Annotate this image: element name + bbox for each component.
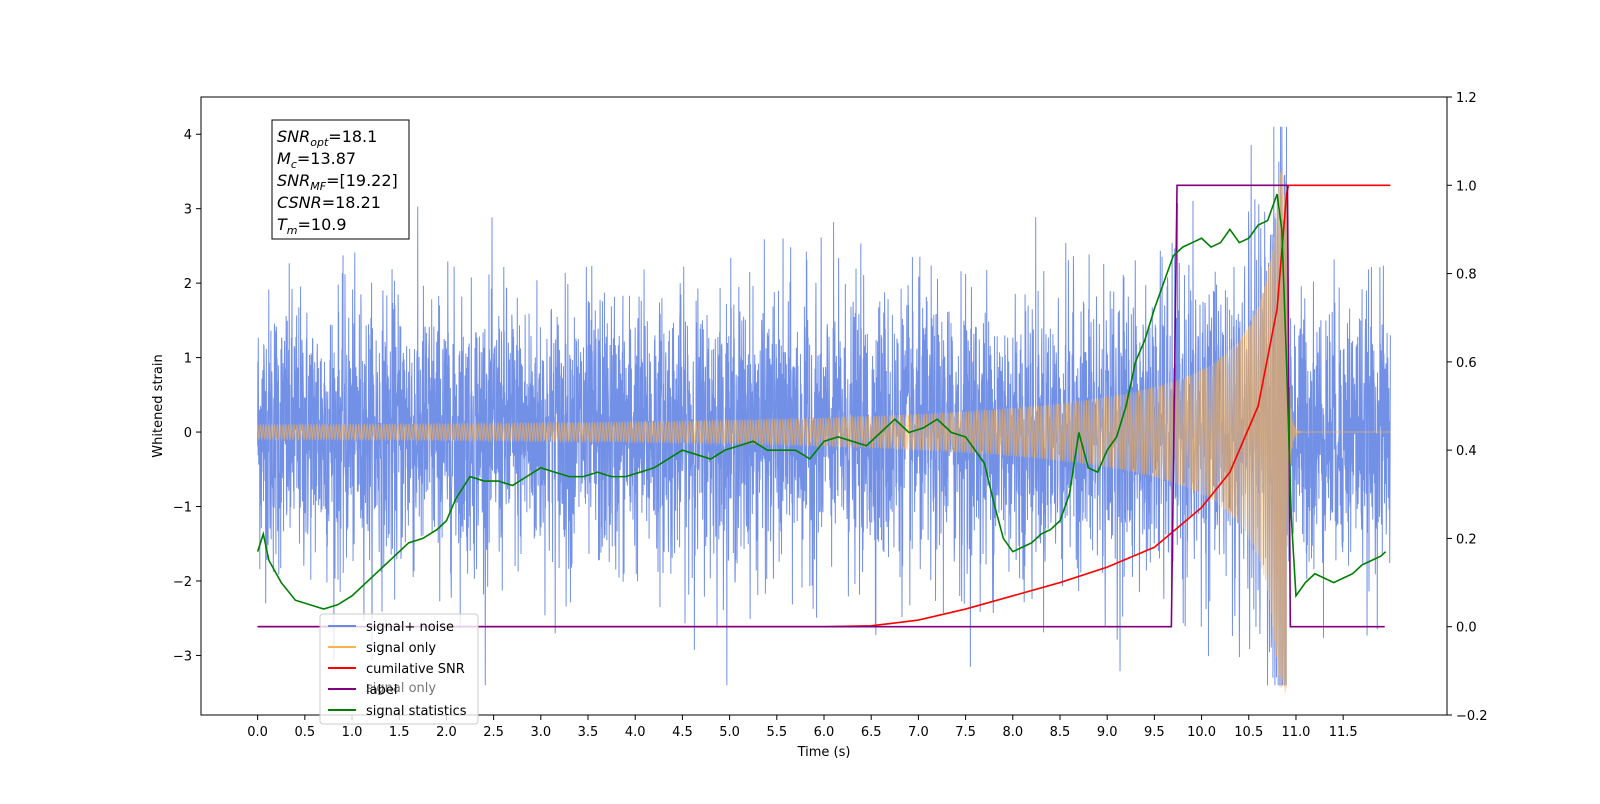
y-tick-label: 0: [184, 426, 192, 441]
legend-label: signal+ noise: [366, 620, 454, 635]
x-tick-label: 3.5: [578, 725, 599, 740]
legend-hidden-text: signal only: [366, 681, 436, 696]
x-tick-label: 11.0: [1281, 725, 1310, 740]
y-tick-label: −3: [173, 649, 192, 664]
x-tick-label: 5.5: [766, 725, 787, 740]
y2-tick-label: 0.4: [1456, 444, 1477, 459]
annotation-value: =18.21: [322, 193, 381, 212]
annotation-box: SNRopt=18.1Mc=13.87SNRMF=[19.22]CSNR=18.…: [271, 119, 410, 240]
annotation-value: =18.1: [328, 127, 377, 146]
legend: signal only signal+ noise signal only cumil…: [319, 613, 479, 725]
x-tick-label: 8.0: [1002, 725, 1023, 740]
legend-label: label: [366, 683, 397, 698]
x-axis-title: Time (s): [797, 745, 851, 760]
annotation-line: Tm=10.9: [277, 215, 347, 237]
x-tick-label: 10.0: [1187, 725, 1216, 740]
x-tick-label: 4.5: [672, 725, 693, 740]
x-tick-label: 0.0: [247, 725, 268, 740]
annotation-variable: SNR: [277, 127, 310, 146]
y2-tick-label: 1.2: [1456, 91, 1477, 106]
y-tick-label: 3: [184, 203, 192, 218]
y-tick-label: 4: [184, 128, 192, 143]
annotation-subscript: opt: [310, 136, 329, 149]
x-tick-label: 1.0: [342, 725, 363, 740]
annotation-variable: SNR: [277, 171, 310, 190]
y2-tick-label: 0.0: [1456, 621, 1477, 636]
annotation-subscript: m: [287, 224, 298, 237]
legend-label: signal only: [366, 641, 436, 656]
y2-tick-label: 1.0: [1456, 179, 1477, 194]
y2-tick-label: 0.6: [1456, 356, 1477, 371]
annotation-value: =[19.22]: [326, 171, 398, 190]
plot-area: [256, 126, 1391, 693]
annotation-value: =10.9: [298, 215, 347, 234]
legend-label: cumilative SNR: [366, 662, 465, 677]
x-tick-label: 4.0: [625, 725, 646, 740]
y-tick-label: −1: [173, 501, 192, 516]
y-tick-label: −2: [173, 575, 192, 590]
annotation-line: CSNR=18.21: [277, 193, 381, 212]
y-axis-title: Whitened strain: [151, 354, 166, 457]
legend-label: signal statistics: [366, 704, 467, 719]
annotation-frame: [271, 119, 410, 240]
annotation-variable: T: [277, 215, 288, 234]
y2-tick-label: −0.2: [1456, 709, 1488, 724]
y-tick-label: 1: [184, 352, 192, 367]
annotation-variable: CSNR: [277, 193, 322, 212]
annotation-subscript: MF: [310, 180, 326, 193]
y2-tick-label: 0.8: [1456, 268, 1477, 283]
x-tick-label: 5.0: [719, 725, 740, 740]
x-tick-label: 2.0: [436, 725, 457, 740]
x-tick-label: 0.5: [294, 725, 315, 740]
x-tick-label: 7.5: [955, 725, 976, 740]
x-tick-label: 1.5: [389, 725, 410, 740]
x-tick-label: 10.5: [1234, 725, 1263, 740]
axes: 0.0 0.5 1.0 1.5 2.0 2.5 3.0 3.5 4.0 4.5 5.0 5.5 6.0 6…: [173, 91, 1488, 740]
x-tick-label: 2.5: [483, 725, 504, 740]
y2-tick-label: 0.2: [1456, 532, 1477, 547]
annotation-subscript: c: [291, 158, 297, 171]
x-tick-label: 9.5: [1144, 725, 1165, 740]
annotation-line: Mc=13.87: [277, 149, 356, 171]
x-tick-label: 6.0: [814, 725, 835, 740]
x-tick-label: 7.0: [908, 725, 929, 740]
annotation-value: =13.87: [297, 149, 356, 168]
annotation-line: SNRMF=[19.22]: [277, 171, 398, 193]
x-tick-label: 11.5: [1329, 725, 1358, 740]
x-tick-label: 3.0: [530, 725, 551, 740]
x-tick-label: 6.5: [861, 725, 882, 740]
annotation-line: SNRopt=18.1: [277, 127, 377, 149]
y-tick-label: 2: [184, 277, 192, 292]
annotation-variable: M: [277, 149, 291, 168]
series-label: [257, 184, 1385, 628]
x-tick-label: 8.5: [1050, 725, 1071, 740]
legend-frame: [319, 613, 479, 725]
x-tick-label: 9.0: [1097, 725, 1118, 740]
series-signal-statistics: [256, 193, 1387, 610]
series-signal-only: [257, 171, 1391, 693]
